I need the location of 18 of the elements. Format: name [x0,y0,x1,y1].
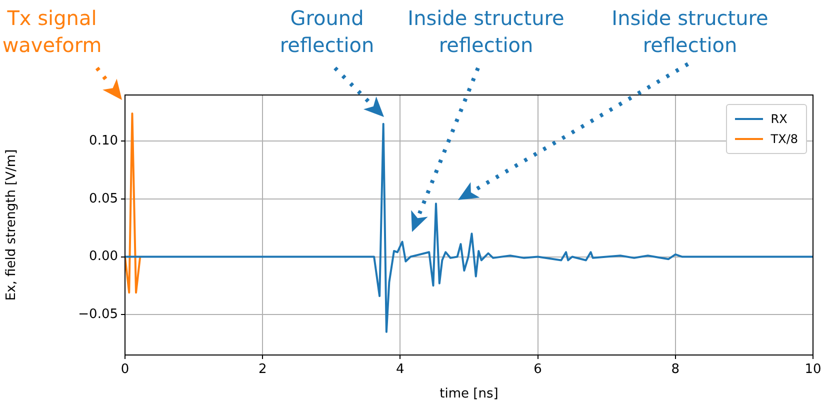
legend-label: RX [770,111,788,128]
x-tick-label: 6 [534,362,542,378]
y-tick-label: 0.05 [89,191,118,206]
x-tick-label: 4 [396,362,404,378]
y-tick-label: −0.05 [78,306,118,322]
text: Tx signal waveform [2,6,102,58]
text: Ground reflection [280,6,374,58]
text: Inside structure reflection [408,6,564,58]
x-tick-label: 8 [671,362,680,378]
text: Inside structure reflection [612,6,768,58]
legend-label: TX/8 [770,131,798,148]
x-tick-label: 0 [120,362,130,378]
x-tick-label: 10 [804,362,822,378]
y-axis-title: Ex, field strength [V/m] [4,149,20,301]
x-axis-title: time [ns] [440,386,498,402]
x-tick-label: 2 [258,362,267,378]
y-tick-label: 0.10 [89,134,118,149]
y-tick-label: 0.00 [89,249,118,264]
